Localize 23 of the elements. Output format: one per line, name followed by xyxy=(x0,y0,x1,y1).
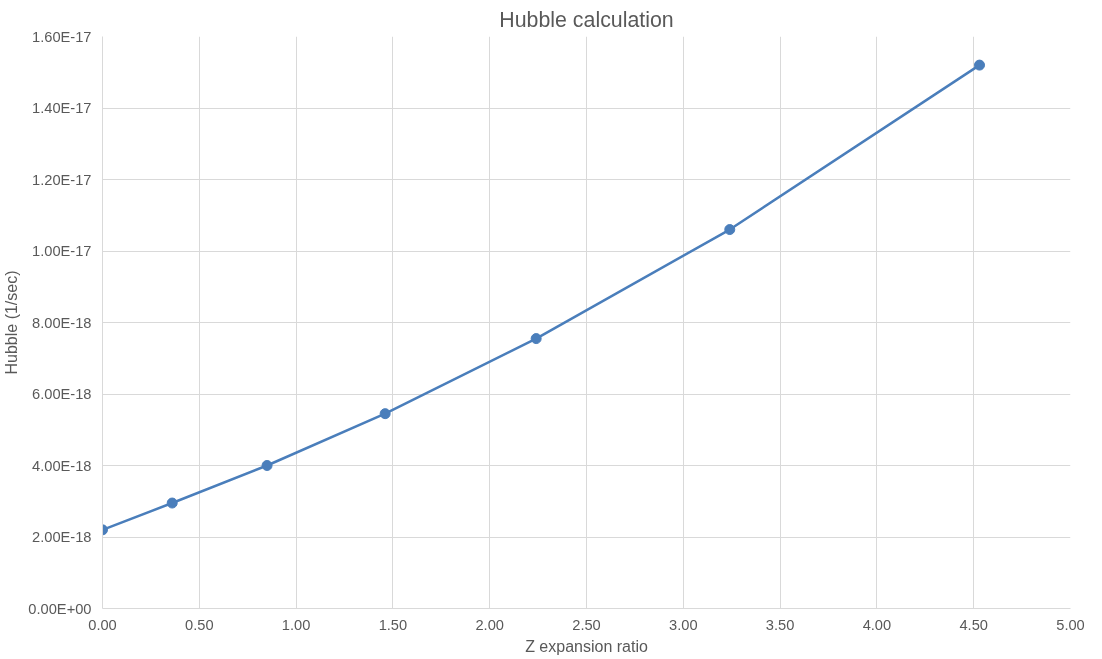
y-tick-label: 0.00E+00 xyxy=(28,600,92,617)
x-tick-label: 5.00 xyxy=(1056,616,1085,633)
y-tick-label: 8.00E-18 xyxy=(32,314,92,331)
y-tick-label: 1.00E-17 xyxy=(32,243,92,259)
x-tick-label: 1.00 xyxy=(281,616,311,633)
x-tick-label: 2.00 xyxy=(475,616,504,633)
x-tick-label: 0.00 xyxy=(88,616,117,633)
y-tick-label: 1.20E-17 xyxy=(32,171,92,188)
x-tick-label: 3.00 xyxy=(669,616,698,633)
x-tick-label: 1.50 xyxy=(378,616,408,633)
y-tick-label: 1.60E-17 xyxy=(32,28,92,45)
x-tick-label: 4.00 xyxy=(862,616,892,633)
x-tick-label: 4.50 xyxy=(959,616,988,633)
chart-title: Hubble calculation xyxy=(499,7,674,32)
x-tick-label: 2.50 xyxy=(572,616,601,633)
x-tick-label: 3.50 xyxy=(765,616,795,633)
y-tick-label: 1.40E-17 xyxy=(32,100,92,116)
y-axis-title: Hubble (1/sec) xyxy=(3,270,21,375)
y-tick-label: 6.00E-18 xyxy=(32,386,92,402)
y-tick-label: 2.00E-18 xyxy=(32,529,92,545)
x-axis-title: Z expansion ratio xyxy=(525,637,648,655)
x-tick-label: 0.50 xyxy=(185,616,214,633)
y-tick-label: 4.00E-18 xyxy=(32,457,92,474)
